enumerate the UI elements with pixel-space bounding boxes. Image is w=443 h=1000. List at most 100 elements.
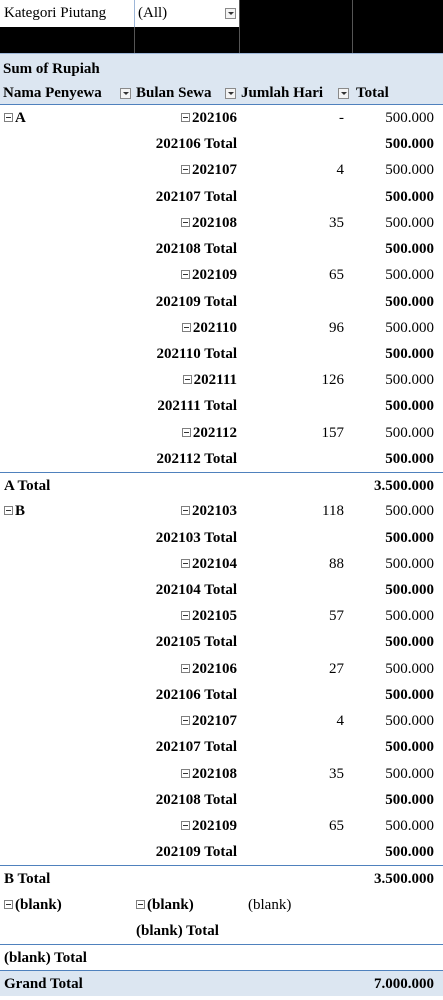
subtotal-label: 202105 Total	[155, 634, 237, 651]
cell-label: 202109	[192, 817, 237, 834]
dropdown-arrow-icon[interactable]	[338, 88, 349, 99]
header-bulan-sewa[interactable]: Bulan Sewa	[136, 81, 239, 104]
amount-cell: 500.000	[385, 319, 434, 336]
subtotal-label: 202104 Total	[155, 581, 237, 598]
group-total-label: (blank) Total	[4, 950, 87, 967]
collapse-icon[interactable]	[4, 506, 13, 516]
amount-cell: 500.000	[385, 765, 434, 782]
empty-cell	[0, 27, 134, 53]
days-cell: 65	[329, 817, 344, 834]
cell-label: 202106	[192, 110, 237, 126]
filter-value-cell[interactable]: (All)	[134, 0, 239, 27]
collapse-icon[interactable]	[181, 322, 191, 332]
collapse-icon[interactable]	[181, 165, 190, 175]
collapse-icon[interactable]	[181, 217, 190, 227]
amount-cell: 500.000	[385, 608, 434, 625]
amount-cell: 500.000	[385, 162, 434, 179]
table-row: (blank) (blank) (blank)	[0, 892, 443, 918]
month-cell: 202108	[134, 210, 239, 236]
subtotal-row: 202106 Total 500.000	[0, 682, 443, 708]
subtotal-amount: 500.000	[385, 188, 434, 205]
cell-label: 202103	[192, 503, 237, 520]
days-cell: 157	[321, 424, 345, 441]
collapse-icon[interactable]	[181, 611, 190, 621]
pivot-values-header: Sum of Rupiah	[0, 53, 443, 81]
subtotal-label: 202107 Total	[155, 188, 237, 205]
month-cell: 202106	[134, 105, 239, 131]
subtotal-row: 202105 Total 500.000	[0, 629, 443, 655]
month-cell: 202110	[134, 315, 239, 341]
subtotal-amount: 500.000	[385, 293, 434, 310]
header-label: Bulan Sewa	[136, 85, 212, 101]
table-row: 202112 157 500.000	[0, 420, 443, 446]
filter-dropdown-icon[interactable]	[225, 8, 236, 19]
days-cell: 88	[329, 555, 344, 572]
subtotal-label: 202112 Total	[156, 450, 237, 467]
header-total: Total	[356, 85, 389, 101]
subtotal-label: 202109 Total	[155, 844, 237, 861]
cell-label: 202107	[192, 162, 237, 179]
month-cell: 202106	[134, 656, 239, 682]
group-total-label: A Total	[4, 478, 51, 495]
collapse-icon[interactable]	[181, 506, 190, 516]
table-row: 202109 65 500.000	[0, 813, 443, 839]
month-cell: 202111	[134, 367, 239, 393]
cell-label: 202112	[192, 424, 237, 441]
collapse-icon[interactable]	[181, 716, 190, 726]
table-row: A 202106 - 500.000	[0, 105, 443, 131]
subtotal-row: 202109 Total 500.000	[0, 289, 443, 315]
cell-label: 202105	[192, 608, 237, 625]
collapse-icon[interactable]	[182, 375, 192, 385]
cell-label: (blank)	[147, 896, 194, 913]
collapse-icon[interactable]	[136, 899, 145, 909]
subtotal-row: 202107 Total 500.000	[0, 184, 443, 210]
group-total-amount	[352, 945, 443, 970]
cell-label: 202109	[192, 267, 237, 284]
collapse-icon[interactable]	[181, 663, 190, 673]
cell-label: 202108	[192, 765, 237, 782]
days-cell: 96	[329, 319, 344, 336]
dropdown-arrow-icon[interactable]	[225, 88, 236, 99]
days-cell: (blank)	[248, 896, 292, 913]
group-total-amount: 3.500.000	[374, 871, 434, 888]
collapse-icon[interactable]	[181, 113, 190, 122]
collapse-icon[interactable]	[4, 899, 13, 909]
cell-label: 202104	[192, 555, 237, 572]
subtotal-row: 202108 Total 500.000	[0, 787, 443, 813]
empty-cell	[134, 27, 239, 53]
amount-cell: 500.000	[385, 503, 434, 520]
amount-cell: 500.000	[385, 267, 434, 284]
group-label: (blank)	[4, 892, 134, 918]
table-row: 202110 96 500.000	[0, 315, 443, 341]
subtotal-amount: 500.000	[385, 686, 434, 703]
subtotal-label: 202108 Total	[155, 241, 237, 258]
cell-label: 202106	[192, 660, 237, 677]
subtotal-row: 202110 Total 500.000	[0, 341, 443, 367]
filter-empty-cell	[239, 0, 352, 27]
subtotal-row: 202104 Total 500.000	[0, 577, 443, 603]
collapse-icon[interactable]	[181, 558, 190, 568]
group-total-row: B Total 3.500.000	[0, 865, 443, 891]
group-label: A	[4, 105, 134, 131]
month-cell: 202109	[134, 813, 239, 839]
subtotal-amount: 500.000	[385, 739, 434, 756]
collapse-icon[interactable]	[181, 427, 191, 437]
table-row: 202108 35 500.000	[0, 210, 443, 236]
dropdown-arrow-icon[interactable]	[120, 88, 131, 99]
days-cell: -	[339, 110, 344, 126]
grand-total-row: Grand Total 7.000.000	[0, 970, 443, 997]
collapse-icon[interactable]	[181, 768, 190, 778]
subtotal-label: 202107 Total	[155, 739, 237, 756]
amount-cell: 500.000	[385, 424, 434, 441]
amount-cell: 500.000	[385, 555, 434, 572]
collapse-icon[interactable]	[4, 113, 13, 122]
header-nama-penyewa[interactable]: Nama Penyewa	[3, 81, 134, 104]
column-header-row: Nama Penyewa Bulan Sewa Jumlah Hari Tota…	[0, 81, 443, 105]
subtotal-amount: 500.000	[385, 581, 434, 598]
amount-cell: 500.000	[385, 214, 434, 231]
header-jumlah-hari[interactable]: Jumlah Hari	[241, 81, 352, 104]
month-cell: 202109	[134, 262, 239, 288]
collapse-icon[interactable]	[181, 270, 190, 280]
collapse-icon[interactable]	[181, 820, 190, 830]
